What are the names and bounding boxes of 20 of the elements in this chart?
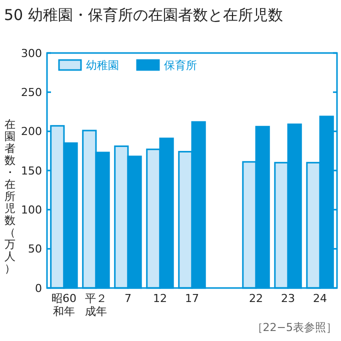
x-tick-label: 昭60和年 <box>51 292 76 318</box>
x-tick-label: 23 <box>281 292 296 305</box>
x-tick-label: 22 <box>249 292 264 305</box>
text: 在園者数・在所児数（万人） <box>4 118 16 275</box>
x-tick-label: 17 <box>185 292 199 305</box>
y-tick-label: 200 <box>21 125 42 138</box>
y-tick-label: 300 <box>21 46 42 60</box>
y-tick-label: 150 <box>21 164 42 178</box>
x-tick-label: 24 <box>313 292 328 305</box>
y-tick-label: 100 <box>21 204 42 217</box>
y-tick-label: 50 <box>28 242 42 256</box>
legend-label: 保育所 <box>164 58 197 72</box>
x-tick-label: 平２成年 <box>84 292 107 318</box>
y-tick-label: 0 <box>35 282 42 295</box>
chart-title: 50 幼稚園・保育所の在園者数と在所児数 <box>4 6 283 24</box>
y-tick-label: 250 <box>21 86 42 100</box>
text: ［22−5表参照］ <box>252 321 337 334</box>
legend-label: 幼稚園 <box>86 58 119 72</box>
x-tick-label: 12 <box>152 292 167 305</box>
x-tick-label: 7 <box>124 292 132 305</box>
